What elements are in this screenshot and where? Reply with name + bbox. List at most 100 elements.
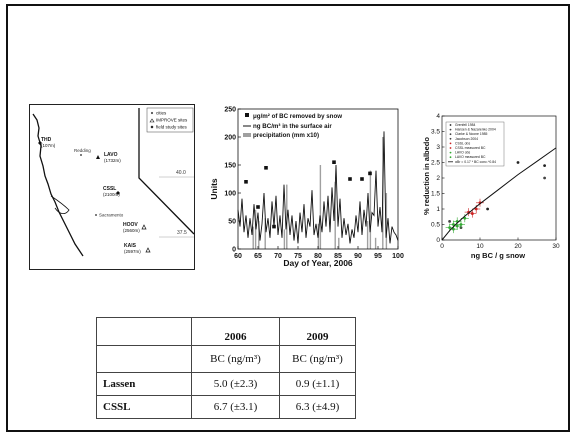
precip-bar	[286, 184, 288, 249]
precip-bar	[264, 218, 266, 249]
map-site-hoov: HOOV (2560m)	[123, 222, 147, 233]
sc-legend-marker	[449, 124, 452, 126]
precip-bar	[334, 181, 336, 249]
sc-legend-marker	[449, 147, 452, 149]
row-label-lassen: Lassen	[96, 372, 192, 396]
sc-legend-label: Hansen & Nazarenko 2004	[455, 128, 496, 132]
lat-label-37: 37.5	[177, 230, 187, 236]
sc-legend-marker	[449, 128, 452, 131]
albedo-fit-curve	[441, 147, 557, 241]
bc-removed-marker	[256, 205, 260, 209]
albedo-point	[471, 212, 474, 216]
ts-y-tick-label: 150	[224, 163, 236, 170]
albedo-point	[448, 226, 451, 229]
kais-marker	[145, 247, 151, 253]
ts-legend: μg/m² of BC removed by snow ng BC/m³ in …	[243, 113, 342, 139]
cssl-2009-value: 6.3 (±4.9)	[279, 395, 356, 419]
sc-y-tick-label: 2.5	[431, 160, 440, 167]
ts-y-tick-label: 100	[224, 191, 236, 198]
sc-legend-label: Grenfell 1984	[455, 123, 475, 127]
cssl-marker	[116, 191, 120, 195]
lavo-marker	[96, 155, 100, 159]
ts-y-tick-label: 200	[224, 135, 236, 142]
state-border	[138, 108, 195, 235]
table-row: CSSL 6.7 (±3.1) 6.3 (±4.9)	[96, 395, 356, 419]
ts-x-tick-label: 75	[294, 253, 302, 260]
sc-x-axis-label: ng BC / g snow	[471, 251, 525, 260]
sc-legend-label: Clarke & Noone 1985	[455, 132, 488, 136]
ts-x-tick-label: 100	[392, 253, 404, 260]
legend-city-dot	[150, 111, 154, 115]
timeseries-chart: 60 65 70 75 80 85 90 95 100 0 50 100 150 200 250 μg/m²…	[208, 103, 404, 270]
ts-x-tick-label: 70	[274, 253, 282, 260]
ts-legend-label-1: ng BC/m³ in the surface air	[253, 123, 332, 130]
bc-removed-marker	[244, 180, 248, 184]
map-site-lavo: LAVO (1732m)	[96, 152, 121, 163]
sc-legend-label: CSSL measured BC	[455, 146, 486, 150]
precip-bar	[385, 193, 388, 249]
kais-elev: (2597m)	[124, 249, 141, 254]
sc-x-tick-label: 0	[440, 243, 444, 250]
cssl-label: CSSL	[103, 186, 116, 192]
site-map-svg: 40.0 37.5 cities IMPROVE sites field stu…	[29, 104, 195, 270]
albedo-point	[455, 224, 459, 228]
sc-y-tick-label: 4	[436, 113, 440, 120]
sc-legend-label: LAVO obs	[455, 151, 471, 155]
bay-outline	[50, 195, 70, 214]
sc-y-tick-label: 0.5	[431, 222, 440, 229]
cssl-elev: (2100m)	[103, 192, 120, 197]
redding-label: Redding	[74, 148, 91, 153]
albedo-scatter-chart: 0 10 20 30 0 0.5 1 1.5 2 2.5 3 3.5 4 Grenfell 1984 Ha…	[420, 110, 560, 260]
albedo-point	[474, 207, 478, 211]
sc-x-tick-label: 30	[552, 243, 560, 250]
map-site-redding: Redding	[74, 148, 91, 156]
thd-elev: (107m)	[41, 143, 56, 148]
sc-y-tick-label: 3	[436, 144, 440, 151]
lat-label-40: 40.0	[176, 170, 186, 176]
cssl-2006-value: 6.7 (±3.1)	[191, 395, 280, 419]
ts-legend-bar-marker	[243, 133, 251, 137]
albedo-point	[463, 216, 467, 220]
sacramento-marker	[95, 214, 97, 216]
albedo-point	[516, 161, 520, 164]
ts-x-tick-label: 65	[254, 253, 262, 260]
ts-x-tick-label: 60	[234, 253, 242, 260]
sc-legend-box	[445, 121, 505, 167]
precip-bar	[366, 221, 369, 249]
bc-removed-marker	[264, 166, 268, 170]
sc-axes: 0 10 20 30 0 0.5 1 1.5 2 2.5 3 3.5 4	[431, 113, 560, 250]
ts-x-tick-label: 95	[374, 253, 382, 260]
sc-legend-label: LAVO measured BC	[455, 155, 486, 159]
lavo-label: LAVO	[104, 152, 118, 158]
kais-label: KAIS	[124, 243, 137, 249]
ts-axes: 60 65 70 75 80 85 90 95 100 0 50 100 150 200 250	[224, 107, 404, 261]
precip-bar	[338, 237, 340, 249]
bc-removed-marker	[360, 177, 364, 181]
legend-field-diamond	[150, 125, 154, 129]
bc-concentration-table: 2006 2009 BC (ng/m³) BC (ng/m³) Lassen 5…	[96, 317, 356, 419]
bc-removed-marker	[348, 177, 352, 181]
lassen-2009-value: 0.9 (±1.1)	[279, 372, 356, 396]
albedo-point	[543, 176, 546, 180]
legend-field-label: field study sites	[156, 125, 188, 130]
sc-legend-label: CSSL obs	[455, 141, 470, 145]
albedo-point	[486, 207, 489, 211]
table-header-blank	[96, 317, 192, 346]
albedo-point	[452, 223, 455, 226]
hoov-label: HOOV	[123, 222, 138, 228]
ts-x-axis-label: Day of Year, 2006	[283, 258, 353, 268]
ts-x-tick-label: 85	[334, 253, 342, 260]
thd-marker	[38, 141, 42, 145]
ts-legend-label-2: precipitation (mm x10)	[253, 132, 319, 139]
ts-x-tick-label: 90	[354, 253, 362, 260]
albedo-scatter-svg: 0 10 20 30 0 0.5 1 1.5 2 2.5 3 3.5 4 Grenfell 1984Ha…	[420, 110, 560, 260]
map-site-sacramento: Sacramento	[95, 213, 124, 218]
timeseries-svg: 60 65 70 75 80 85 90 95 100 0 50 100 150 200 250 μg/m²…	[208, 103, 404, 270]
ts-y-axis-label: Units	[209, 178, 219, 200]
sc-legend-marker	[449, 137, 452, 140]
sc-legend-marker	[449, 142, 452, 145]
lavo-elev: (1732m)	[104, 158, 121, 163]
table-row: Lassen 5.0 (±2.3) 0.9 (±1.1)	[96, 372, 356, 396]
map-site-cssl: CSSL (2100m)	[103, 186, 120, 197]
albedo-point	[448, 220, 451, 223]
